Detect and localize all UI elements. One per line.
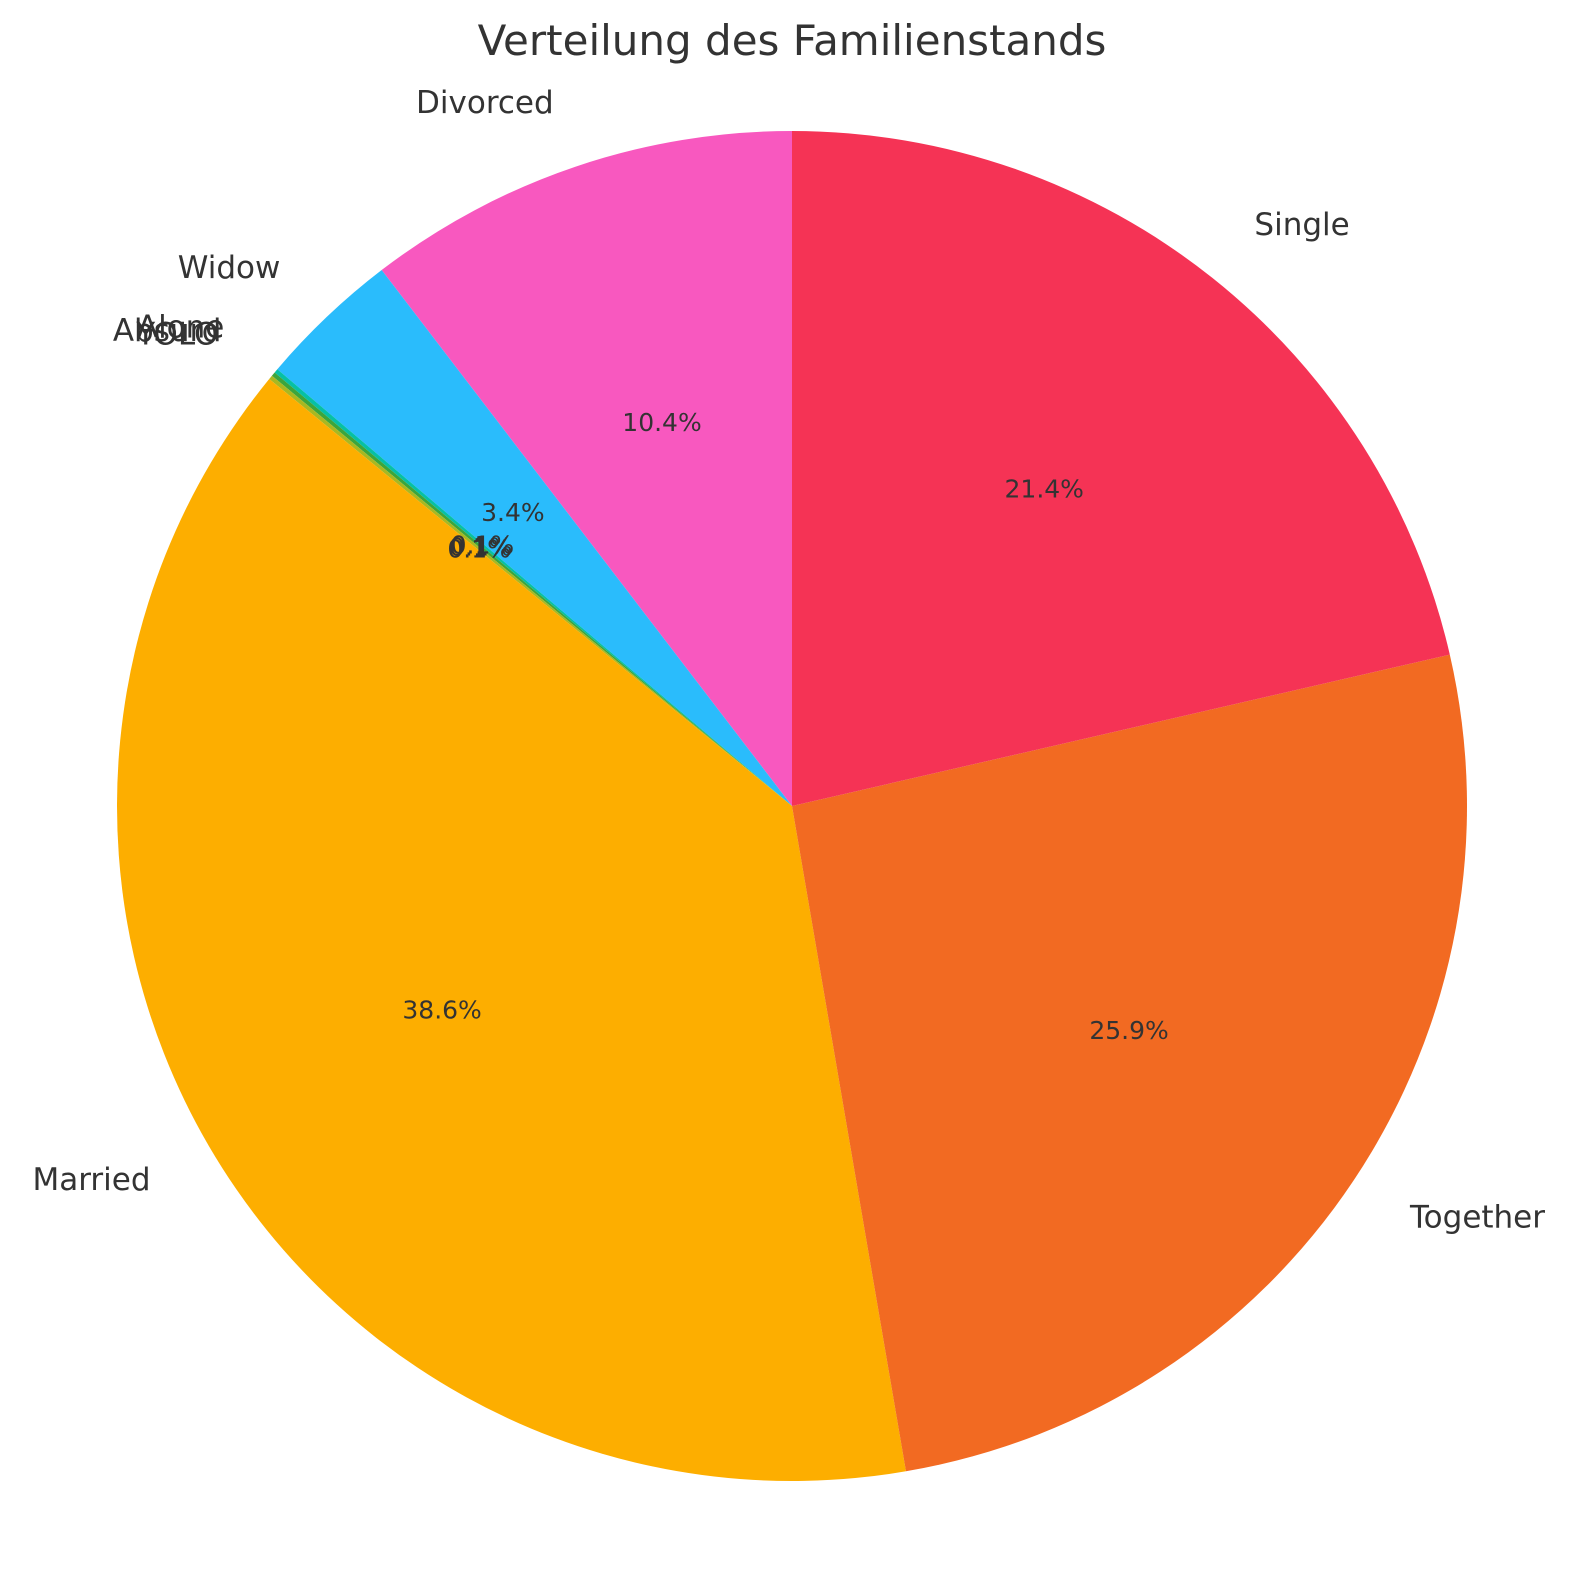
pie-slice-divorced (381, 131, 792, 806)
pie-slice-together (792, 654, 1467, 1472)
pie-slice-widow (277, 270, 792, 806)
pie-slice-absurd (271, 372, 792, 806)
slice-label-married: Married (32, 1162, 150, 1198)
chart-title: Verteilung des Familienstands (478, 16, 1107, 65)
slice-percentage-absurd: 0.1% (449, 532, 513, 561)
slice-label-single: Single (1254, 207, 1349, 243)
slice-percentage-together: 25.9% (1089, 1016, 1168, 1045)
pie-slice-single (792, 131, 1450, 806)
slice-percentage-divorced: 10.4% (622, 408, 701, 437)
percentage-labels: 10.4%3.4%0.1%0.1%0.1%38.6%25.9%21.4% (402, 408, 1168, 1045)
slice-percentage-married: 38.6% (402, 995, 481, 1024)
pie-slice-alone (274, 369, 793, 806)
pie-slices (117, 131, 1467, 1481)
slice-percentage-yolo: 0.1% (447, 534, 511, 563)
slice-label-absurd: Absurd (113, 313, 222, 349)
slice-label-together: Together (1409, 1200, 1545, 1236)
slice-label-divorced: Divorced (416, 85, 554, 121)
slice-label-alone: Alone (137, 309, 225, 345)
slice-percentage-widow: 3.4% (481, 498, 545, 527)
slice-percentage-alone: 0.1% (451, 530, 515, 559)
pie-slice-yolo (269, 375, 792, 806)
slice-percentage-single: 21.4% (1005, 475, 1084, 504)
slice-label-yolo: YOLO (135, 317, 218, 353)
slice-label-widow: Widow (178, 250, 281, 286)
pie-slice-married (117, 379, 906, 1481)
